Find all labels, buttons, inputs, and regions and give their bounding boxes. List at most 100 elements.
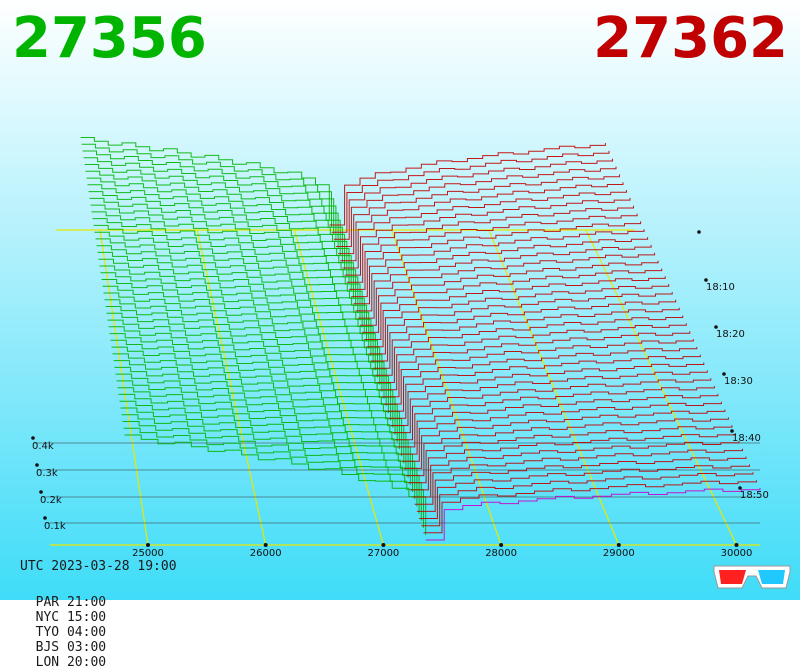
depth-label-3: 0.4k bbox=[32, 441, 54, 452]
x-tick-30000 bbox=[734, 543, 739, 547]
clock-new-york: NYC 15:00 bbox=[35, 610, 107, 625]
bid-curve-18 bbox=[106, 312, 387, 407]
bid-curve-5 bbox=[119, 400, 416, 500]
x-tick-29000 bbox=[616, 543, 621, 547]
clock-tokyo: TYO 04:00 bbox=[35, 625, 107, 640]
x-tick-label-25000: 25000 bbox=[132, 548, 164, 559]
ask-curve-27 bbox=[366, 276, 666, 348]
utc-timestamp: UTC 2023-03-28 19:00 bbox=[20, 559, 177, 574]
bid-curve-38 bbox=[86, 177, 343, 263]
ask-curve-10 bbox=[403, 409, 726, 469]
bid-curve-11 bbox=[113, 360, 403, 457]
ask-curve-26 bbox=[368, 284, 670, 355]
bid-curve-34 bbox=[90, 204, 352, 292]
bid-curve-42 bbox=[82, 150, 335, 235]
bid-curve-25 bbox=[99, 265, 372, 356]
time-label-1: 18:20 bbox=[716, 329, 745, 340]
ask-curve-20 bbox=[381, 331, 691, 398]
depth-label-0: 0.1k bbox=[44, 521, 66, 532]
ask-curve-33 bbox=[353, 229, 645, 305]
time-label-0: 18:10 bbox=[706, 282, 735, 293]
ask-curve-15 bbox=[392, 370, 708, 434]
ask-curve-2 bbox=[421, 472, 754, 527]
ask-curve-30 bbox=[360, 252, 656, 326]
clock-paris: PAR 21:00 bbox=[35, 595, 107, 610]
world-clocks: PAR 21:00 NYC 15:00 TYO 04:00 BJS 03:00 … bbox=[20, 580, 132, 670]
chart-background bbox=[0, 0, 800, 600]
ask-curve-8 bbox=[408, 425, 733, 484]
clock-beijing: BJS 03:00 bbox=[35, 640, 107, 655]
3d-glasses-icon[interactable] bbox=[712, 560, 792, 592]
ask-curve-29 bbox=[362, 260, 659, 333]
x-tick-27000 bbox=[381, 543, 386, 547]
ask-curve-32 bbox=[355, 237, 649, 312]
ask-curve-0 bbox=[425, 488, 761, 541]
bid-curve-9 bbox=[115, 373, 407, 471]
bid-curve-1 bbox=[123, 427, 424, 528]
ask-price: 27362 bbox=[593, 6, 788, 71]
bid-curve-37 bbox=[87, 184, 346, 271]
time-tick-1 bbox=[714, 325, 718, 329]
bid-curve-13 bbox=[111, 346, 398, 442]
bid-curve-20 bbox=[104, 299, 383, 392]
x-tick-label-27000: 27000 bbox=[367, 548, 399, 559]
ask-curve-28 bbox=[364, 268, 663, 340]
ask-curve-42 bbox=[333, 158, 613, 240]
ask-curve-7 bbox=[410, 433, 736, 491]
bid-curve-6 bbox=[118, 393, 413, 492]
bid-curve-30 bbox=[94, 231, 361, 321]
bid-curve-19 bbox=[105, 306, 385, 399]
ask-curve-12 bbox=[399, 393, 719, 455]
grid-line-29000 bbox=[488, 229, 620, 546]
ask-curve-22 bbox=[377, 315, 684, 383]
bid-curve-14 bbox=[110, 339, 396, 435]
ask-curve-41 bbox=[335, 166, 617, 247]
bid-curve-23 bbox=[101, 279, 376, 371]
ask-curve-36 bbox=[346, 205, 634, 283]
x-tick-label-28000: 28000 bbox=[485, 548, 517, 559]
depth-tick-1 bbox=[39, 490, 43, 494]
ask-curve-9 bbox=[405, 417, 729, 477]
ask-curve-35 bbox=[349, 213, 638, 290]
x-tick-label-30000: 30000 bbox=[721, 548, 753, 559]
grid-line-26000 bbox=[196, 229, 267, 546]
bid-curve-33 bbox=[91, 211, 354, 299]
ask-curve-31 bbox=[357, 244, 652, 319]
bid-curve-7 bbox=[117, 387, 411, 485]
time-label-4: 18:50 bbox=[740, 490, 769, 501]
bid-curve-17 bbox=[107, 319, 389, 414]
bid-curve-24 bbox=[100, 272, 374, 364]
bid-curve-35 bbox=[89, 197, 350, 285]
depth-tick-2 bbox=[35, 463, 39, 467]
bid-curve-8 bbox=[116, 380, 409, 478]
bid-curve-41 bbox=[83, 157, 337, 242]
grid-line-27000 bbox=[293, 229, 384, 546]
x-tick-label-26000: 26000 bbox=[250, 548, 282, 559]
bid-curve-29 bbox=[95, 238, 363, 328]
bid-curve-21 bbox=[103, 292, 381, 385]
ask-curve-37 bbox=[344, 197, 631, 276]
bid-curve-2 bbox=[122, 421, 422, 521]
time-tick-0 bbox=[704, 278, 708, 282]
bid-depth-curves bbox=[80, 137, 427, 535]
bid-curve-16 bbox=[108, 326, 392, 421]
ask-curve-24 bbox=[373, 299, 677, 369]
bid-curve-27 bbox=[97, 251, 367, 342]
bid-price: 27356 bbox=[12, 6, 207, 71]
x-tick-25000 bbox=[146, 543, 150, 547]
bid-curve-10 bbox=[114, 366, 405, 464]
bid-curve-0 bbox=[124, 434, 427, 535]
time-label-2: 18:30 bbox=[724, 376, 753, 387]
ask-curve-5 bbox=[414, 448, 743, 505]
ask-curve-18 bbox=[386, 346, 698, 412]
bid-curve-26 bbox=[98, 258, 370, 349]
ask-curve-4 bbox=[416, 456, 747, 512]
ask-curve-6 bbox=[412, 441, 740, 498]
bid-curve-32 bbox=[92, 218, 357, 306]
bid-curve-39 bbox=[85, 170, 341, 256]
time-tick-3 bbox=[730, 429, 734, 433]
grid-line-28000 bbox=[391, 229, 502, 546]
ask-curve-40 bbox=[338, 174, 620, 255]
ask-curve-3 bbox=[419, 464, 750, 519]
ask-curve-39 bbox=[340, 182, 624, 262]
